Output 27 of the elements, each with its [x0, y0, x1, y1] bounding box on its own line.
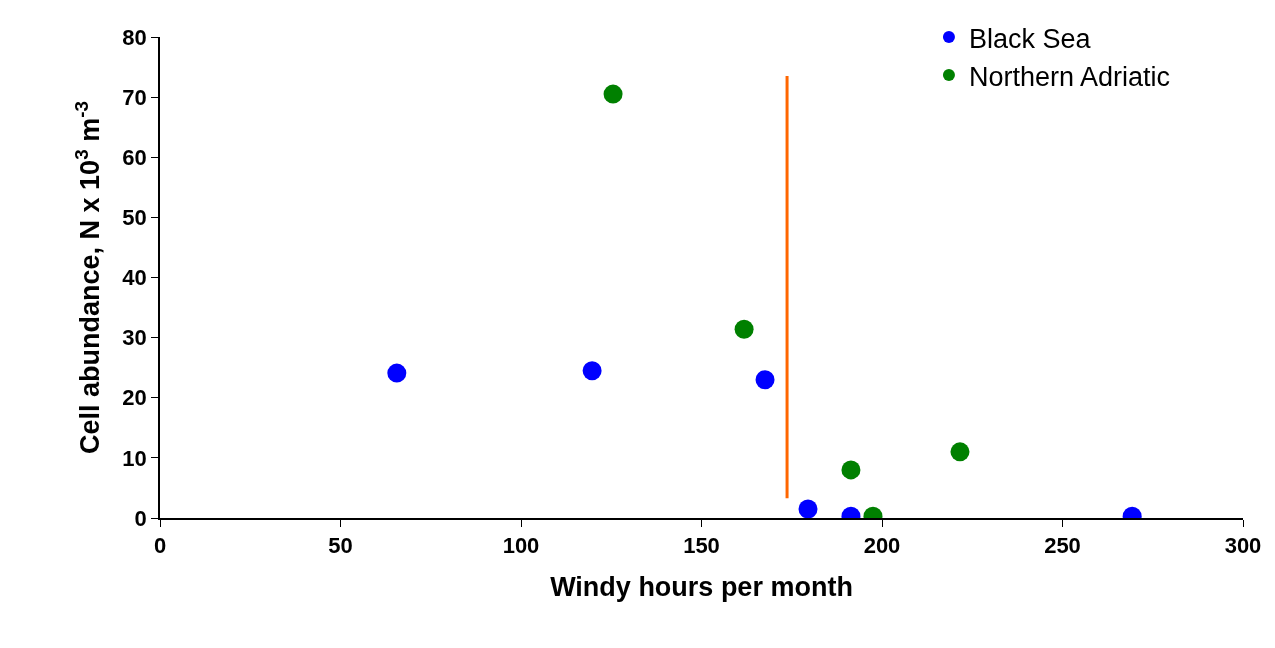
x-tick-label: 150	[683, 533, 720, 559]
point	[603, 84, 623, 104]
point	[798, 499, 818, 518]
point	[755, 370, 775, 390]
y-tick-label: 40	[122, 265, 147, 291]
legend-label: Northern Adriatic	[968, 61, 1171, 92]
point	[950, 442, 970, 462]
y-tick-label: 50	[122, 205, 147, 231]
x-tick-label: 0	[153, 533, 167, 559]
y-tick-label: 20	[122, 385, 147, 411]
point	[841, 460, 861, 480]
y-tick-label: 10	[122, 445, 147, 471]
y-tick-label: 30	[122, 325, 147, 351]
point	[734, 319, 754, 339]
point	[582, 361, 602, 381]
legend-label: Black Sea	[968, 23, 1092, 54]
y-tick-label: 0	[134, 505, 147, 531]
x-tick-label: 300	[1224, 533, 1262, 559]
x-tick-label: 200	[863, 533, 901, 559]
x-tick-label: 250	[1044, 533, 1081, 559]
y-tick-label: 80	[122, 24, 147, 50]
point	[387, 363, 407, 383]
x-tick-label: 50	[328, 533, 353, 559]
x-tick-label: 100	[502, 533, 540, 559]
x-axis-title: Windy hours per month	[550, 572, 853, 603]
y-tick-label: 60	[122, 144, 147, 170]
y-tick-label: 70	[122, 84, 147, 110]
